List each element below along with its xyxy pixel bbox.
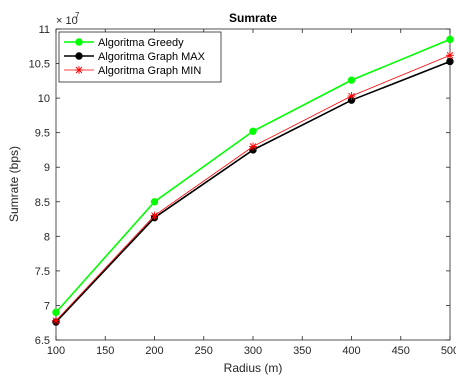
y-tick-label: 10 xyxy=(38,93,50,105)
x-tick-label: 450 xyxy=(392,345,410,357)
series-layer xyxy=(52,35,454,326)
x-axis-label: Radius (m) xyxy=(224,361,283,375)
x-tick-label: 250 xyxy=(195,345,213,357)
y-tick-label: 7.5 xyxy=(35,266,50,278)
y-exponent-label: × 10 7 xyxy=(56,11,80,27)
legend-swatch-point xyxy=(75,38,83,46)
legend-label: Algoritma Graph MAX xyxy=(98,51,206,63)
legend-label: Algoritma Greedy xyxy=(98,37,184,49)
y-tick-label: 9 xyxy=(44,162,50,174)
y-tick-label: 9.5 xyxy=(35,128,50,140)
x-axis-ticks: 100 150 200 250 300 350 400 450 500 xyxy=(47,29,456,357)
y-tick-label: 7 xyxy=(44,300,50,312)
x-tick-label: 400 xyxy=(342,345,360,357)
chart-title: Sumrate xyxy=(229,11,277,25)
legend-label: Algoritma Graph MIN xyxy=(98,65,201,77)
series-3-star-marker xyxy=(446,51,454,60)
y-exponent-base: × 10 xyxy=(56,15,78,27)
series-1-point xyxy=(446,35,454,44)
x-tick-label: 500 xyxy=(441,345,456,357)
legend-swatch-star-marker xyxy=(75,66,83,74)
y-tick-label: 11 xyxy=(39,24,50,36)
series-3-star-marker xyxy=(150,211,159,220)
series-1-point xyxy=(249,127,257,135)
y-axis-label: Sumrate (bps) xyxy=(7,146,21,222)
series-1-point xyxy=(347,76,356,84)
x-tick-label: 100 xyxy=(47,345,65,357)
series-1 xyxy=(52,35,454,317)
series-3-star-marker xyxy=(347,92,356,101)
y-tick-label: 6.5 xyxy=(35,335,50,347)
x-tick-label: 200 xyxy=(145,345,163,357)
legend: Algoritma Greedy Algoritma Graph MAX Algor… xyxy=(58,31,222,83)
y-tick-label: 8 xyxy=(44,231,50,243)
series-3 xyxy=(52,51,454,325)
x-tick-label: 150 xyxy=(96,345,114,357)
series-3-star-marker xyxy=(249,142,257,151)
y-axis-ticks: 6.5 7 7.5 8 8.5 9 9.5 10 10.5 11 xyxy=(29,24,450,347)
series-3-star-marker xyxy=(52,316,60,325)
y-tick-label: 8.5 xyxy=(35,197,50,209)
y-exponent-power: 7 xyxy=(75,11,80,20)
legend-swatch-point xyxy=(75,52,83,60)
y-tick-label: 10.5 xyxy=(29,59,50,71)
series-1-point xyxy=(150,198,159,206)
legend-box xyxy=(58,31,222,83)
x-tick-label: 300 xyxy=(244,345,262,357)
series-1-point xyxy=(52,308,60,317)
x-tick-label: 350 xyxy=(293,345,311,357)
